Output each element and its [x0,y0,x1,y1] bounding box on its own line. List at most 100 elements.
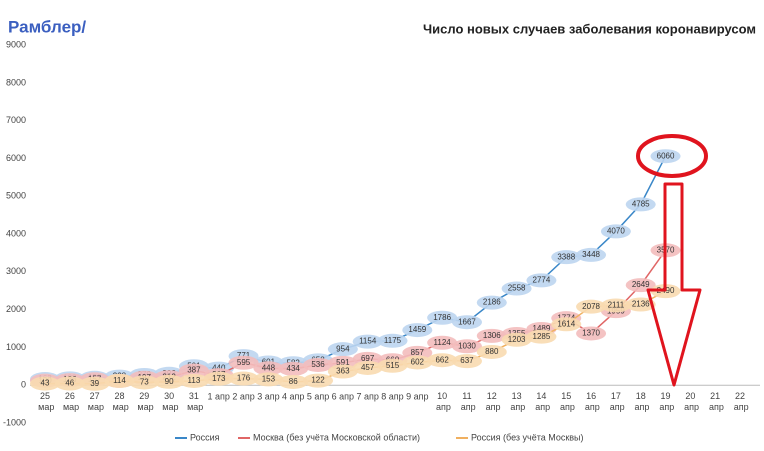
data-label: 1154 [359,337,377,346]
data-label: 1489 [533,324,551,333]
data-label: 90 [165,377,174,386]
legend-label: Россия (без учёта Москвы) [471,432,584,442]
x-tick-label: 25 мар [36,392,55,413]
data-label-bubble [427,310,458,325]
data-label: 363 [336,367,350,376]
y-tick-label: 9000 [6,39,26,49]
data-label: 39 [90,379,99,388]
data-label: 662 [435,355,449,364]
data-label-bubble [551,250,582,265]
x-tick-label: 10 апр [433,392,450,413]
data-label: 771 [237,351,251,360]
y-tick-label: 6000 [6,153,26,163]
y-tick-label: 0 [21,380,26,390]
data-label: 3388 [557,252,575,261]
data-label-bubble [625,297,656,312]
data-label-bubble [427,335,458,350]
data-label: 2558 [508,284,526,293]
data-label: 3448 [582,250,600,259]
data-label: 4070 [607,227,625,236]
data-label: 173 [212,374,226,383]
x-tick-label: 31 мар [185,392,204,413]
chart-title: Число новых случаев заболевания коронави… [423,21,756,36]
data-label: 1667 [458,317,476,326]
x-tick-label: 8 апр [381,392,403,402]
data-label-bubble [551,317,582,332]
data-label: 515 [386,361,400,370]
data-label-bubble [576,247,607,262]
data-label-bubble [402,323,433,338]
x-tick-label: 22 апр [731,392,748,413]
data-label: 637 [460,356,474,365]
data-label: 1175 [384,336,402,345]
data-label-bubble [501,332,532,347]
data-label: 2136 [632,300,650,309]
x-tick-label: 27 мар [85,392,104,413]
y-tick-label: -1000 [3,417,26,427]
data-label: 434 [287,364,301,373]
y-tick-label: 5000 [6,191,26,201]
data-label: 153 [262,375,276,384]
y-tick-label: 7000 [6,115,26,125]
x-tick-label: 9 апр [406,392,428,402]
data-label-bubble [476,344,507,359]
x-tick-label: 12 апр [483,392,500,413]
data-label: 46 [65,379,74,388]
data-label-bubble [377,333,408,348]
data-label: 387 [187,366,201,375]
data-label: 1786 [433,313,451,322]
data-label-bubble [303,373,334,388]
x-tick-label: 2 апр [232,392,254,402]
data-label-bubble [352,334,383,349]
data-label: 591 [336,358,350,367]
highlight-circle [636,134,708,178]
data-label: 176 [237,374,251,383]
data-label-bubble [54,376,85,391]
data-label: 2111 [608,301,625,310]
data-label: 1459 [408,325,426,334]
x-tick-label: 14 апр [533,392,550,413]
data-label: 1124 [434,338,452,347]
data-label-bubble [327,364,358,379]
x-tick-label: 18 апр [632,392,649,413]
data-label-bubble [253,361,284,376]
x-tick-label: 20 апр [682,392,699,413]
data-label: 880 [485,347,499,356]
data-label: 2078 [582,302,600,311]
data-label: 1614 [557,319,575,328]
x-tick-label: 7 апр [356,392,378,402]
data-label: 2186 [483,298,501,307]
data-label-bubble [228,371,259,386]
data-label-bubble [600,298,631,313]
x-tick-label: 16 апр [582,392,599,413]
x-tick-label: 19 апр [657,392,674,413]
data-label-bubble [402,355,433,370]
data-label-bubble [650,149,681,164]
data-label-bubble [79,376,110,391]
data-label-bubble [352,360,383,375]
x-tick-label: 17 апр [607,392,624,413]
data-label-bubble [526,329,557,344]
data-label-bubble [625,197,656,212]
data-label: 954 [336,344,350,353]
data-label-bubble [228,355,259,370]
data-label: 697 [361,354,375,363]
data-label: 43 [41,379,50,388]
data-label-bubble [600,224,631,239]
data-label-bubble [402,345,433,360]
data-label: 73 [140,378,149,387]
data-label-bubble [476,295,507,310]
data-label-bubble [327,342,358,357]
data-label-bubble [576,299,607,314]
data-label-bubble [451,354,482,369]
x-tick-label: 4 апр [282,392,304,402]
data-label-bubble [576,326,607,341]
data-label: 2774 [533,275,551,284]
data-label: 122 [311,376,325,385]
data-label: 595 [237,358,251,367]
x-tick-label: 5 апр [307,392,329,402]
data-label: 536 [311,360,325,369]
data-label: 1306 [483,331,501,340]
x-tick-label: 6 апр [332,392,354,402]
